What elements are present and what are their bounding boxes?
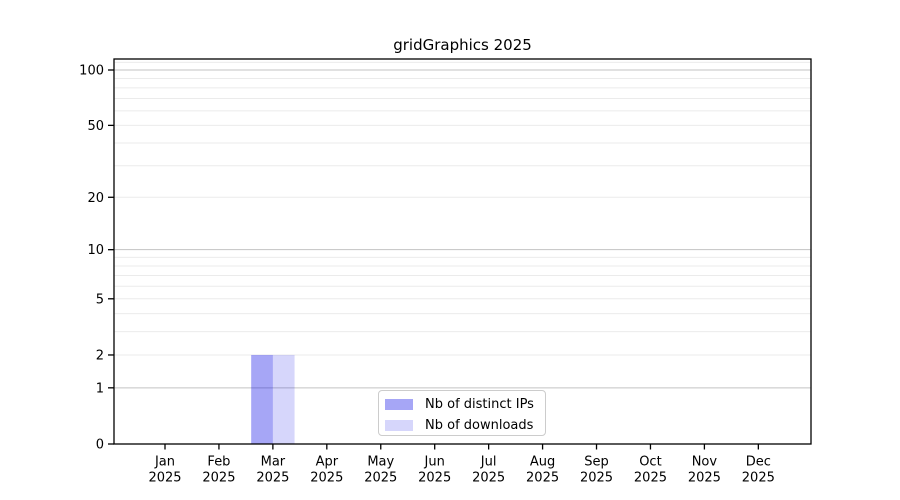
bar-downloads xyxy=(272,354,295,444)
x-tick-label: Jul 2025 xyxy=(472,455,505,486)
x-tick-label: Sep 2025 xyxy=(580,455,613,486)
y-tick-label: 100 xyxy=(79,64,104,79)
y-tick-label: 20 xyxy=(87,191,104,206)
plot-frame xyxy=(113,58,812,445)
x-tick-label: Mar 2025 xyxy=(256,455,289,486)
x-tick-label: Feb 2025 xyxy=(202,455,235,486)
x-tick-label: May 2025 xyxy=(364,455,397,486)
y-tick-label: 10 xyxy=(87,243,104,258)
legend-swatch-downloads xyxy=(385,419,413,431)
x-tick-label: Dec 2025 xyxy=(742,455,775,486)
x-tick-label: Jan 2025 xyxy=(148,455,181,486)
chart-title: gridGraphics 2025 xyxy=(393,36,532,54)
x-tick-label: Apr 2025 xyxy=(310,455,343,486)
bar-distinct-ips xyxy=(251,354,273,444)
y-tick-label: 2 xyxy=(96,348,104,363)
legend: Nb of distinct IPs Nb of downloads xyxy=(378,390,546,436)
y-tick-label: 1 xyxy=(96,381,104,396)
x-tick-label: Oct 2025 xyxy=(634,455,667,486)
legend-swatch-distinct-ips xyxy=(385,398,413,410)
y-tick-label: 50 xyxy=(87,119,104,134)
y-tick-label: 5 xyxy=(96,292,104,307)
legend-label-downloads: Nb of downloads xyxy=(425,417,534,433)
x-tick-label: Aug 2025 xyxy=(526,455,559,486)
x-tick-label: Nov 2025 xyxy=(688,455,721,486)
legend-entry-downloads: Nb of downloads xyxy=(385,416,545,434)
y-tick-label: 0 xyxy=(96,438,104,453)
legend-entry-distinct-ips: Nb of distinct IPs xyxy=(385,395,545,413)
x-tick-label: Jun 2025 xyxy=(418,455,451,486)
legend-label-distinct-ips: Nb of distinct IPs xyxy=(425,396,534,412)
